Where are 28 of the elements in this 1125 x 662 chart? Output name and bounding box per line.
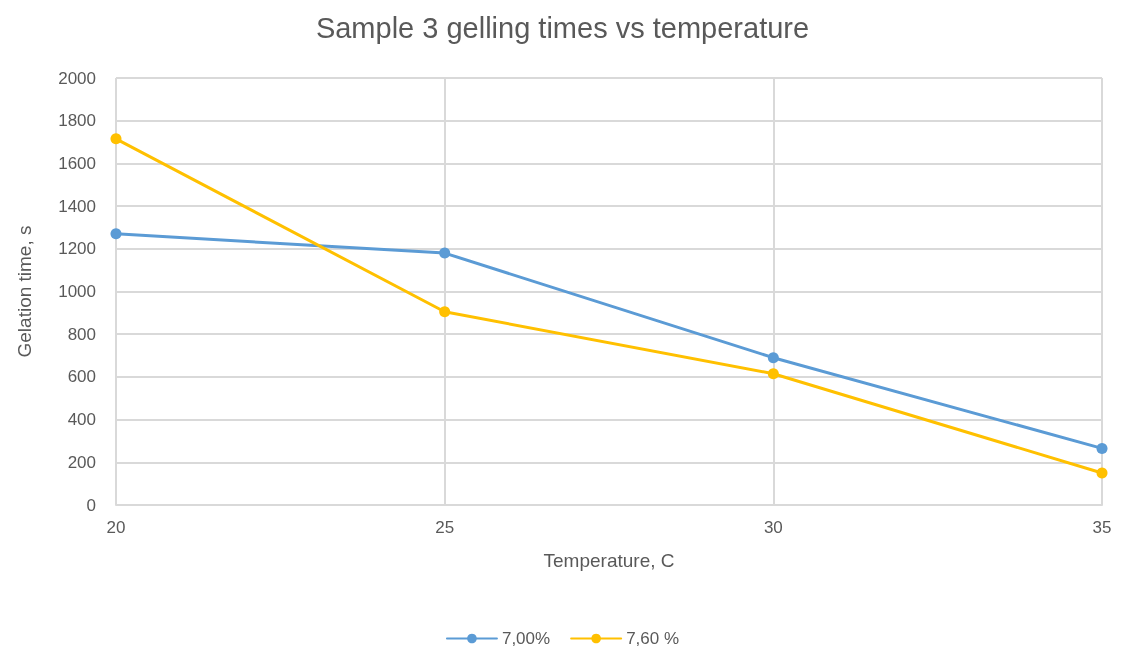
legend-label: 7,60 % — [626, 629, 680, 648]
x-tick-label: 30 — [763, 518, 783, 537]
y-tick-label: 1000 — [58, 282, 96, 301]
y-tick-label: 2000 — [58, 68, 96, 88]
point — [439, 306, 451, 318]
point — [1096, 442, 1108, 454]
y-tick-label: 600 — [67, 367, 96, 387]
x-tick-label: 25 — [435, 518, 455, 537]
y-tick-label: 800 — [67, 324, 96, 344]
legend-label: 7,00% — [501, 629, 551, 648]
x-axis-title: Temperature, C — [543, 550, 675, 571]
y-tick-label: 1200 — [58, 239, 96, 259]
point — [110, 133, 122, 145]
y-tick-label: 1600 — [58, 153, 96, 173]
y-axis-title: Gelation time, s — [14, 225, 35, 358]
chart-title: Sample 3 gelling times vs temperature — [315, 11, 810, 44]
y-tick-label: 0 — [86, 495, 96, 515]
y-tick-label: 200 — [67, 452, 96, 472]
point — [767, 352, 779, 364]
x-tick-label: 35 — [1092, 518, 1112, 537]
point — [110, 228, 122, 240]
y-tick-label: 400 — [67, 410, 96, 430]
point — [1096, 467, 1108, 479]
y-tick-label: 1800 — [58, 111, 96, 131]
x-tick-label: 20 — [106, 518, 126, 537]
point — [767, 368, 779, 380]
point — [439, 247, 451, 259]
y-tick-label: 1400 — [58, 196, 96, 216]
